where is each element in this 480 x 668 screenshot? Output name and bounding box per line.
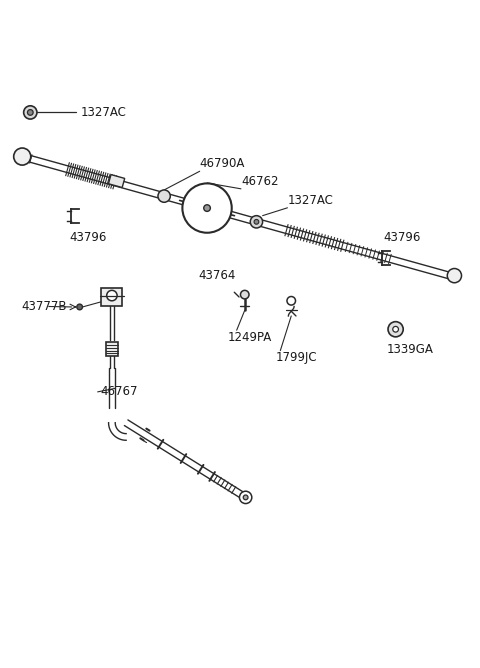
Text: 43777B: 43777B xyxy=(22,300,67,313)
Bar xyxy=(108,174,125,188)
Circle shape xyxy=(77,304,83,310)
Circle shape xyxy=(240,291,249,299)
Circle shape xyxy=(447,269,461,283)
Circle shape xyxy=(287,297,296,305)
Circle shape xyxy=(182,184,232,232)
Text: 46790A: 46790A xyxy=(200,158,245,170)
Circle shape xyxy=(240,491,252,504)
Bar xyxy=(101,287,122,307)
Text: 46762: 46762 xyxy=(241,175,278,188)
Circle shape xyxy=(14,148,31,165)
Circle shape xyxy=(107,291,117,301)
Circle shape xyxy=(158,190,170,202)
Text: 1327AC: 1327AC xyxy=(81,106,127,119)
Text: 43796: 43796 xyxy=(70,231,107,244)
Text: 1327AC: 1327AC xyxy=(288,194,333,207)
Circle shape xyxy=(254,220,259,224)
Circle shape xyxy=(27,110,33,116)
Circle shape xyxy=(250,216,263,228)
Circle shape xyxy=(388,322,403,337)
Text: 43764: 43764 xyxy=(198,269,236,282)
Text: 46767: 46767 xyxy=(100,385,138,398)
Text: 1339GA: 1339GA xyxy=(387,343,434,355)
Circle shape xyxy=(24,106,37,119)
Bar xyxy=(106,342,118,356)
Text: 1799JC: 1799JC xyxy=(276,351,317,364)
Text: 1249PA: 1249PA xyxy=(227,331,271,343)
Circle shape xyxy=(204,205,210,211)
Circle shape xyxy=(393,327,398,332)
Circle shape xyxy=(243,495,248,500)
Text: 43796: 43796 xyxy=(383,231,420,244)
